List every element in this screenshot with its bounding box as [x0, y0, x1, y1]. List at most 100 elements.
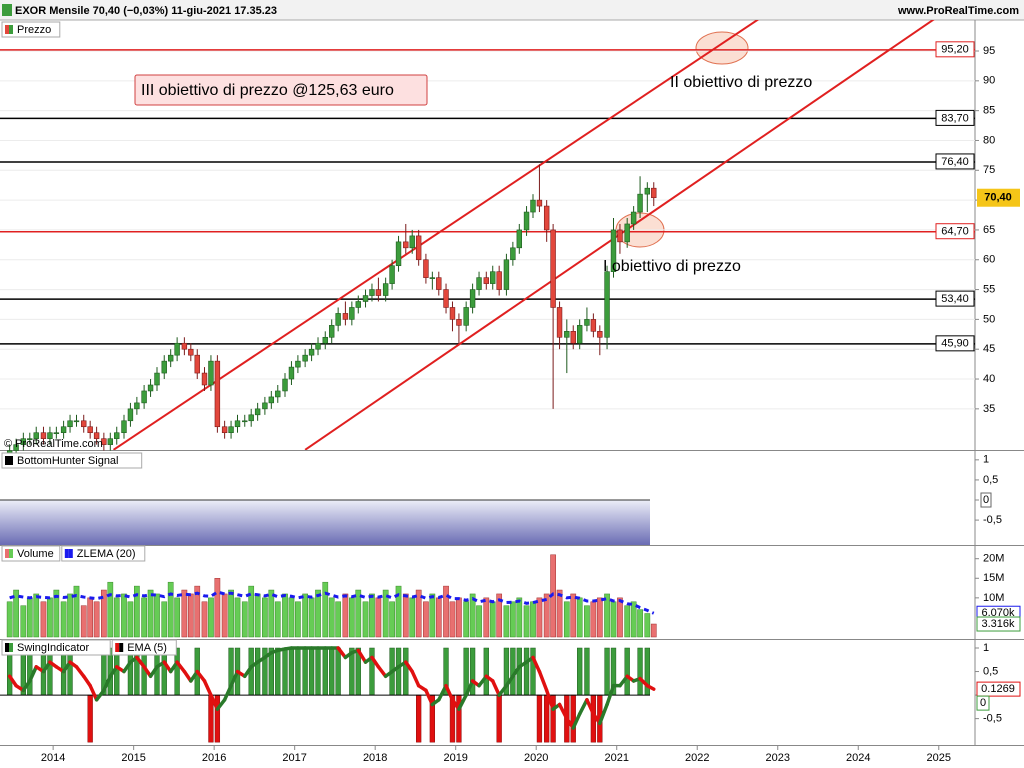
- value-tag: [976, 681, 1021, 697]
- candle-body: [604, 271, 610, 338]
- candle-body: [576, 325, 583, 344]
- candle-body: [570, 331, 576, 344]
- legend-label: Volume: [17, 548, 54, 560]
- volume-bar: [503, 605, 510, 638]
- ema-segment: [404, 660, 414, 674]
- y-tick-label: 35: [983, 403, 995, 415]
- candle-body: [362, 295, 369, 302]
- level-tag-label: 64,70: [941, 226, 969, 238]
- ema-segment: [585, 698, 596, 716]
- volume-bar: [147, 589, 154, 638]
- candle-body: [651, 187, 657, 199]
- volume-bar: [254, 593, 261, 638]
- swing-bar: [329, 647, 335, 696]
- candle-body: [564, 331, 570, 338]
- volume-bar: [6, 601, 13, 638]
- ema-segment: [490, 679, 501, 697]
- volume-bar: [328, 597, 335, 638]
- legend-icon: [9, 549, 13, 558]
- swing-bar: [637, 647, 643, 696]
- y-tick-label: 60: [983, 254, 995, 266]
- volume-bar: [342, 593, 349, 638]
- volume-bar: [234, 597, 241, 638]
- swing-bar: [570, 694, 576, 743]
- volume-bar: [576, 597, 583, 638]
- zlema-line: [9, 590, 655, 615]
- volume-bar: [637, 609, 643, 638]
- level-tag: [935, 223, 975, 240]
- swing-bar: [624, 647, 630, 696]
- candle-body: [81, 420, 87, 428]
- candle-body: [147, 384, 154, 392]
- watermark: © ProRealTime.com: [4, 438, 103, 450]
- volume-bar: [60, 601, 67, 638]
- candle-body: [335, 313, 341, 326]
- y-tick-label: 75: [983, 164, 995, 176]
- y-tick-label: 20M: [983, 553, 1004, 565]
- ema-segment: [94, 688, 106, 702]
- ema-segment: [424, 688, 435, 707]
- candle-body: [415, 235, 422, 261]
- value-tag: [976, 616, 1021, 632]
- candle-body: [429, 277, 436, 279]
- volume-bar: [201, 601, 208, 638]
- candle-body: [510, 247, 516, 261]
- legend-icon: [115, 643, 120, 652]
- volume-bar: [395, 585, 402, 638]
- legend-icon: [64, 549, 69, 558]
- candle-body: [141, 390, 147, 404]
- swing-bar: [483, 647, 489, 696]
- ema-segment: [182, 669, 193, 683]
- x-tick-label: 2022: [685, 752, 709, 764]
- candle-body: [127, 408, 134, 422]
- swing-bar: [496, 694, 502, 743]
- volume-bar: [389, 601, 395, 638]
- candle-body: [254, 408, 261, 416]
- volume-bar: [73, 585, 80, 638]
- level-tag: [935, 109, 975, 126]
- legend-box: [111, 639, 177, 656]
- candle-body: [181, 342, 188, 350]
- candle-body: [403, 241, 409, 249]
- volume-bar: [382, 589, 389, 638]
- ema-segment: [215, 698, 227, 711]
- header-icon: [2, 4, 12, 16]
- ema-segment: [209, 693, 220, 711]
- volume-bar: [630, 601, 637, 638]
- ema-segment: [464, 679, 475, 697]
- ema-segment: [444, 683, 455, 702]
- legend-icon: [9, 25, 13, 34]
- ema-segment: [477, 674, 489, 688]
- y-tick-label: 45: [983, 343, 995, 355]
- value-tag-label: 6.070k: [981, 607, 1015, 619]
- level-tag-label: 95,20: [941, 44, 969, 56]
- volume-bar: [375, 597, 382, 638]
- plot-layer: 3540455055606570758085909595,2083,7076,4…: [0, 20, 1021, 764]
- volume-bar: [443, 585, 449, 638]
- volume-bar: [617, 597, 623, 638]
- legend-label: SwingIndicator: [17, 642, 89, 654]
- volume-bar: [208, 597, 214, 638]
- ema-segment: [41, 660, 52, 674]
- x-tick-label: 2018: [363, 752, 387, 764]
- y-tick-label: 0: [983, 494, 989, 506]
- legend-label: Prezzo: [17, 24, 51, 36]
- legend-box: [1, 545, 61, 562]
- swing-bar: [315, 647, 321, 696]
- volume-bar: [154, 593, 160, 638]
- x-tick-label: 2023: [766, 752, 790, 764]
- candle-body: [27, 438, 33, 440]
- candle-body: [33, 432, 39, 439]
- candle-body: [188, 348, 194, 356]
- ema-segment: [168, 660, 179, 674]
- candle-body: [248, 414, 254, 422]
- y-tick-label: 1: [983, 642, 989, 654]
- swing-bar: [335, 647, 341, 696]
- ema-segment: [28, 665, 38, 683]
- legend-icon: [68, 549, 73, 558]
- candle-body: [60, 426, 67, 434]
- candle-body: [208, 360, 214, 386]
- candle-body: [443, 289, 449, 308]
- ema-segment: [74, 665, 86, 679]
- volume-bar: [409, 597, 416, 638]
